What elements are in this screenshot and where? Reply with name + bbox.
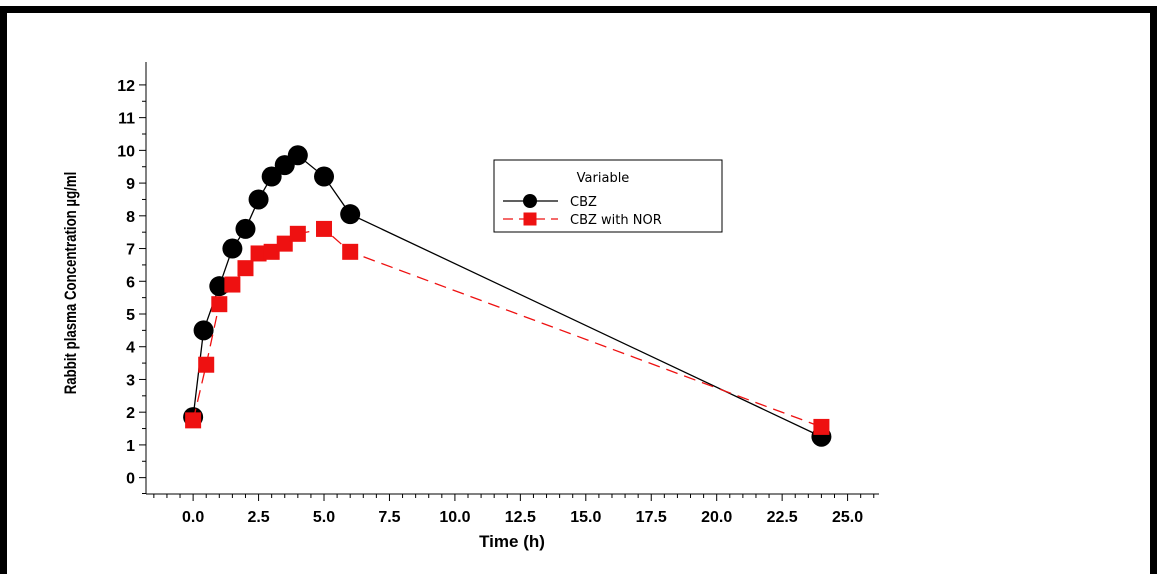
y-tick-label: 11: [118, 111, 135, 128]
x-tick-label: 25.0: [832, 509, 863, 526]
y-tick-label: 5: [126, 307, 135, 324]
data-point-cbz: [248, 189, 269, 210]
legend-marker-cbz: [523, 194, 537, 208]
data-point-cbz: [314, 166, 335, 187]
y-tick-label: 10: [117, 143, 135, 160]
x-tick-label: 15.0: [570, 509, 601, 526]
legend: Variable CBZ CBZ with NOR: [493, 159, 723, 233]
data-point-cbz-nor: [813, 418, 830, 435]
x-tick-label: 12.5: [505, 509, 536, 526]
y-tick-label: 12: [117, 78, 135, 95]
data-point-cbz-nor: [198, 356, 215, 373]
data-point-cbz: [235, 218, 256, 239]
x-tick-label: 0.0: [182, 509, 204, 526]
y-tick-label: 0: [126, 471, 135, 488]
y-tick-label: 6: [126, 274, 135, 291]
data-point-cbz: [222, 238, 243, 259]
data-point-cbz: [340, 204, 361, 225]
y-tick-label: 1: [126, 438, 135, 455]
legend-marker-cbz-nor: [523, 212, 537, 226]
data-point-cbz-nor: [342, 243, 359, 260]
y-tick-label: 9: [126, 176, 135, 193]
data-point-cbz-nor: [224, 276, 241, 293]
legend-label-cbz-nor: CBZ with NOR: [570, 213, 662, 228]
data-point-cbz: [261, 166, 282, 187]
y-tick-label: 4: [126, 340, 135, 357]
data-point-cbz-nor: [276, 235, 293, 252]
figure-border: [0, 6, 1157, 574]
data-point-cbz: [287, 145, 308, 166]
data-point-cbz-nor: [263, 243, 280, 260]
data-point-cbz-nor: [211, 296, 228, 313]
x-tick-label: 5.0: [313, 509, 335, 526]
x-tick-label: 2.5: [247, 509, 269, 526]
series-layer: [183, 145, 832, 447]
data-point-cbz: [209, 276, 230, 297]
data-point-cbz-nor: [289, 225, 306, 242]
x-tick-label: 7.5: [378, 509, 400, 526]
data-point-cbz: [193, 320, 214, 341]
x-axis-title: Time (h): [479, 532, 545, 551]
y-tick-label: 7: [126, 242, 135, 259]
y-tick-label: 8: [126, 209, 135, 226]
y-axis-title: Rabbit plasma Concentration µg/ml: [62, 172, 81, 395]
legend-title: Variable: [577, 171, 630, 186]
series-line-cbz-nor: [192, 228, 822, 428]
y-tick-label: 3: [126, 372, 135, 389]
data-point-cbz-nor: [237, 260, 254, 277]
data-point-cbz-nor: [316, 220, 333, 237]
y-tick-label: 2: [126, 405, 135, 422]
x-tick-label: 10.0: [439, 509, 470, 526]
legend-label-cbz: CBZ: [570, 195, 597, 210]
x-tick-label: 20.0: [701, 509, 732, 526]
x-tick-label: 17.5: [636, 509, 667, 526]
data-point-cbz-nor: [185, 412, 202, 429]
x-tick-label: 22.5: [767, 509, 798, 526]
data-point-cbz-nor: [250, 245, 267, 262]
